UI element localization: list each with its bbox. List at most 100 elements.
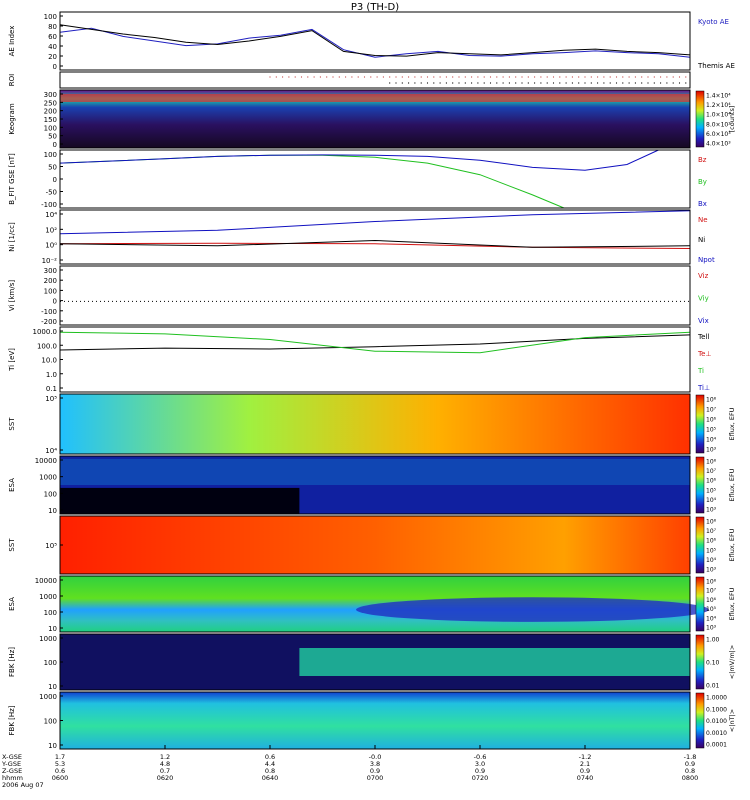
y-tick-label: -200: [41, 318, 57, 326]
colorbar-tick-label: 10³: [706, 447, 717, 454]
panel-frame: [59, 11, 691, 71]
heatmap-band: [60, 458, 690, 485]
y-tick-label: 200: [44, 277, 57, 285]
roi-dot: [641, 76, 643, 78]
roi-dot: [641, 82, 643, 84]
colorbar-tick-label: 10⁶: [706, 538, 717, 545]
colorbar-label: Eflux, EFU: [728, 587, 736, 620]
colorbar-tick-label: 10⁵: [706, 487, 717, 494]
heatmap-area: [60, 692, 690, 749]
heatmap-band: [60, 94, 690, 102]
colorbar-tick-label: 10⁵: [706, 427, 717, 434]
y-tick-label: 10²: [45, 226, 57, 234]
colorbar-tick-label: 10⁸: [706, 519, 717, 526]
panel-9: SST 10⁵ 10⁸ 10⁷ 10⁶ 10⁵ 10⁴ 10³ Eflux, EFU: [8, 515, 736, 575]
colorbar-tick-label: 10⁷: [706, 468, 717, 475]
plot-area: [60, 150, 690, 208]
series-line-1: [59, 24, 691, 57]
y-gse-value: 2.1: [580, 760, 590, 768]
roi-dot: [597, 82, 599, 84]
y-axis-label: Ni [1/cc]: [8, 222, 16, 252]
colorbar-tick-label: 10⁶: [706, 478, 717, 485]
colorbar-tick-label: 1.4×10⁴: [706, 93, 731, 100]
panel-4: Ni [1/cc] 10⁴ 10² 10⁰ 10⁻² Ne Ni Npot: [8, 209, 715, 265]
colorbar-tick-label: 1.2×10⁴: [706, 102, 731, 109]
y-tick-label: 100: [44, 659, 57, 667]
roi-dot: [615, 76, 618, 78]
roi-dot: [439, 82, 441, 84]
colorbar-tick-label: 10⁸: [706, 397, 717, 404]
roi-dot: [578, 76, 580, 78]
roi-dot: [584, 76, 586, 78]
colorbar-tick-label: 0.10: [706, 660, 720, 667]
roi-dot: [376, 76, 378, 78]
time-axis-row-label: Z-GSE: [2, 767, 22, 775]
panel-0: AE Index 100 80 60 40 20 0 Kyoto AE Themis AE: [8, 11, 735, 71]
time-label: 0800: [682, 774, 699, 782]
colorbar-label: Eflux, EFU: [728, 528, 736, 561]
roi-dot: [660, 82, 662, 84]
time-axis-row-label: X-GSE: [2, 753, 22, 761]
colorbar-tick-label: 0.0010: [706, 730, 727, 737]
time-axis-row-label: hhmm: [2, 774, 23, 782]
roi-dot: [660, 76, 662, 78]
roi-dot: [622, 82, 624, 84]
roi-dot: [590, 76, 592, 78]
roi-dot: [647, 76, 649, 78]
colorbar-label: <|nT|>: [728, 709, 736, 732]
heatmap-area: [60, 516, 690, 574]
roi-dot: [685, 82, 687, 84]
roi-dot: [275, 76, 277, 78]
y-tick-label: 10⁵: [45, 395, 57, 403]
y-tick-label: 100: [44, 151, 57, 159]
colorbar-tick-label: 0.0001: [706, 742, 727, 749]
roi-dot: [282, 76, 284, 78]
colorbar-label: [counts]: [728, 106, 736, 133]
roi-dot: [521, 76, 523, 78]
z-gse-value: 0.8: [265, 767, 275, 775]
x-gse-value: -1.8: [684, 753, 697, 761]
roi-dot: [559, 76, 561, 78]
panel-12: FBK [Hz] 1000 100 10 1.0000 0.1000 0.0100 0.001…: [8, 691, 736, 750]
plot-area: [60, 210, 690, 264]
roi-dot: [300, 76, 303, 78]
roi-dot: [559, 82, 561, 84]
y-tick-label: 10⁴: [45, 447, 57, 455]
y-tick-label: 10⁰: [45, 242, 57, 250]
panel-frame: [59, 455, 691, 515]
roi-dot: [685, 76, 687, 78]
colorbar-tick-label: 1.0×10⁴: [706, 112, 731, 119]
y-axis-label: Vi [km/s]: [8, 280, 16, 311]
colorbar-tick-label: 0.1000: [706, 706, 727, 713]
y-tick-label: -100: [41, 308, 57, 316]
y-tick-label: 10: [48, 625, 57, 633]
roi-dot: [565, 82, 567, 84]
roi-dot: [578, 82, 580, 84]
panel-frame: [59, 71, 691, 89]
y-axis-label: ROI: [8, 74, 16, 86]
roi-dot: [672, 82, 674, 84]
roi-dot: [357, 76, 359, 78]
colorbar-tick-label: 0.0100: [706, 718, 727, 725]
roi-dot: [477, 76, 479, 78]
roi-dot: [552, 82, 555, 84]
roi-dot: [672, 76, 674, 78]
roi-dot: [420, 76, 422, 78]
panel-10: ESA 10000 1000 100 10 10⁸ 10⁷ 10⁶ 10⁵ 10⁴ 10³ Eflux…: [8, 575, 736, 633]
y-tick-label: 100.0: [37, 342, 57, 350]
legend-entry: Bx: [698, 200, 707, 208]
roi-dot: [515, 82, 517, 84]
roi-dot: [571, 82, 574, 84]
time-label: 0700: [367, 774, 384, 782]
colorbar-label: Eflux, EFU: [728, 468, 736, 501]
legend-entry: By: [698, 178, 707, 186]
colorbar-tick-label: 10⁸: [706, 579, 717, 586]
roi-dot: [395, 76, 397, 78]
colorbar-tick-label: 6.0×10³: [706, 131, 731, 138]
colorbar-tick-label: 10⁶: [706, 597, 717, 604]
y-tick-label: 1000: [39, 474, 57, 482]
series-line-0: [59, 334, 691, 351]
legend-entry: Ti: [697, 367, 704, 375]
roi-dot: [565, 76, 567, 78]
y-tick-label: 1000.0: [33, 328, 58, 336]
